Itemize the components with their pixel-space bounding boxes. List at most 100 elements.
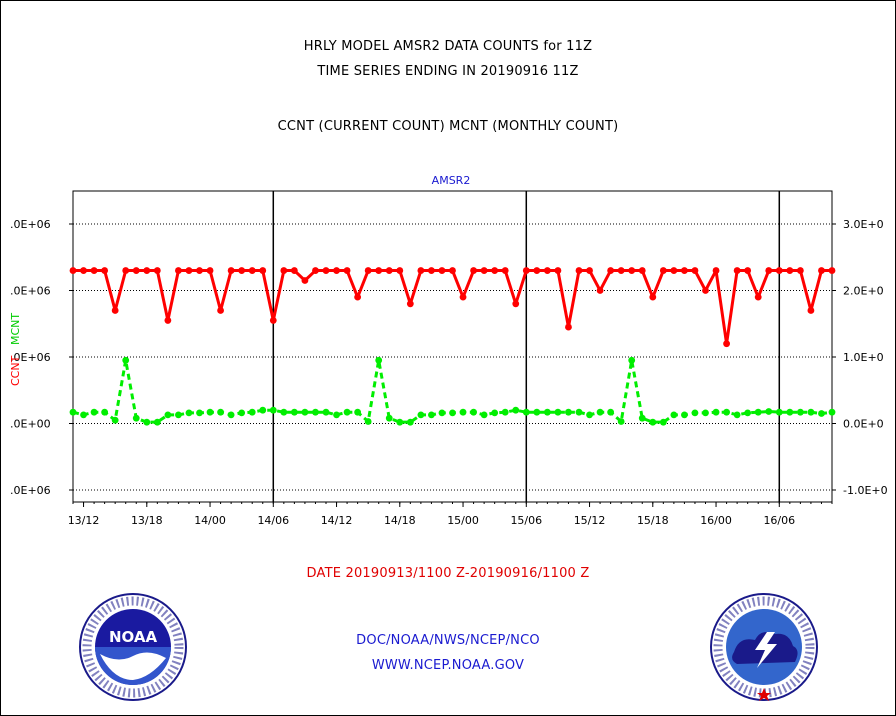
data-point-mcnt	[396, 418, 404, 426]
data-point-mcnt	[638, 414, 646, 422]
data-point-ccnt	[754, 293, 762, 301]
data-point-ccnt	[217, 307, 224, 314]
data-point-ccnt	[301, 277, 309, 284]
data-point-mcnt	[175, 411, 182, 419]
data-point-mcnt	[470, 408, 477, 416]
data-point-ccnt	[723, 340, 730, 348]
date-range-label: DATE 20190913/1100 Z-20190916/1100 Z	[306, 566, 590, 581]
chart-subtitle: CCNT (CURRENT COUNT) MCNT (MONTHLY COUNT…	[277, 119, 619, 134]
data-point-ccnt	[765, 267, 773, 274]
axis-layer: 13/12 13/18 14/00 14/06 14/12 14/18 15/00 15/06…	[10, 190, 888, 527]
data-point-mcnt	[248, 408, 256, 416]
title-line-1: HRLY MODEL AMSR2 DATA COUNTS for 11Z	[303, 39, 593, 54]
nws-logo	[710, 593, 818, 701]
data-point-mcnt	[185, 409, 193, 417]
data-point-mcnt	[449, 409, 456, 417]
plot-area-border	[72, 190, 833, 503]
data-point-mcnt	[164, 411, 172, 419]
y-axis-label-mcnt: MCNT	[9, 313, 22, 345]
x-tick-label: 15/12	[574, 514, 606, 527]
y-left-tick-label: .0E+06	[10, 285, 51, 298]
data-point-ccnt	[428, 267, 435, 274]
data-point-mcnt	[364, 418, 372, 425]
data-point-ccnt	[333, 267, 340, 274]
data-point-mcnt	[744, 409, 752, 417]
series-layer	[69, 267, 836, 426]
data-point-ccnt	[280, 267, 288, 274]
data-point-mcnt	[512, 406, 520, 414]
x-tick-label: 14/18	[384, 514, 416, 527]
y-right-tick-label: 2.0E+0	[843, 285, 884, 298]
noaa-logo-text: NOAA	[109, 628, 158, 646]
data-point-mcnt	[385, 414, 393, 422]
chart-title: AMSR2	[432, 174, 471, 187]
data-point-ccnt	[238, 267, 246, 274]
data-point-ccnt	[617, 267, 625, 274]
data-point-mcnt	[754, 408, 762, 416]
data-point-mcnt	[375, 356, 383, 364]
data-point-ccnt	[248, 267, 256, 274]
data-point-ccnt	[111, 307, 119, 314]
data-point-mcnt	[681, 411, 688, 419]
data-point-mcnt	[670, 411, 678, 419]
data-point-ccnt	[90, 267, 98, 274]
data-point-mcnt	[565, 408, 572, 416]
data-point-ccnt	[470, 267, 477, 274]
data-point-mcnt	[575, 408, 583, 416]
noaa-logo: NOAA	[79, 593, 187, 701]
data-point-ccnt	[69, 267, 77, 274]
data-point-ccnt	[122, 267, 130, 274]
data-point-mcnt	[659, 418, 667, 426]
data-point-ccnt	[786, 267, 794, 274]
data-point-mcnt	[543, 408, 551, 416]
data-point-mcnt	[818, 410, 825, 417]
data-point-mcnt	[111, 416, 119, 424]
data-point-mcnt	[122, 356, 130, 364]
footer-url-link[interactable]: WWW.NCEP.NOAA.GOV	[371, 658, 525, 673]
data-point-ccnt	[449, 267, 456, 274]
title-line-2: TIME SERIES ENDING IN 20190916 11Z	[317, 64, 579, 79]
y-left-tick-label: .0E+06	[10, 218, 51, 231]
data-point-ccnt	[796, 267, 804, 274]
data-point-ccnt	[80, 267, 87, 274]
data-point-mcnt	[607, 408, 615, 416]
data-point-ccnt	[807, 307, 815, 314]
data-point-ccnt	[385, 267, 393, 274]
data-point-ccnt	[586, 267, 593, 274]
x-tick-label: 15/00	[447, 514, 479, 527]
data-point-mcnt	[101, 408, 109, 416]
data-point-mcnt	[491, 409, 499, 417]
data-point-ccnt	[375, 267, 383, 274]
data-point-ccnt	[364, 267, 372, 274]
data-point-ccnt	[649, 293, 657, 301]
data-point-ccnt	[164, 317, 172, 324]
grid-layer	[73, 191, 832, 502]
data-point-ccnt	[575, 267, 583, 274]
y-left-tick-label: .0E+00	[10, 418, 51, 431]
data-point-ccnt	[206, 267, 214, 274]
data-point-mcnt	[406, 418, 414, 426]
data-point-mcnt	[354, 408, 362, 416]
data-point-mcnt	[428, 411, 435, 419]
data-point-mcnt	[90, 408, 98, 416]
data-point-ccnt	[132, 267, 140, 274]
data-point-ccnt	[501, 267, 509, 274]
data-point-mcnt	[80, 411, 87, 419]
data-point-ccnt	[153, 267, 161, 274]
data-point-ccnt	[670, 267, 678, 274]
data-point-ccnt	[607, 267, 615, 274]
data-point-mcnt	[733, 411, 741, 419]
data-point-mcnt	[712, 408, 720, 416]
data-point-ccnt	[818, 267, 825, 274]
y-right-tick-label: 3.0E+0	[843, 218, 884, 231]
data-point-mcnt	[343, 408, 351, 416]
data-point-ccnt	[227, 267, 235, 274]
data-point-ccnt	[406, 300, 414, 308]
data-point-mcnt	[206, 408, 214, 416]
data-point-ccnt	[459, 293, 467, 301]
data-point-ccnt	[343, 267, 351, 274]
y-left-tick-label: .0E+06	[10, 351, 51, 364]
data-point-ccnt	[681, 267, 688, 274]
data-point-mcnt	[227, 411, 235, 419]
data-point-mcnt	[533, 408, 541, 416]
